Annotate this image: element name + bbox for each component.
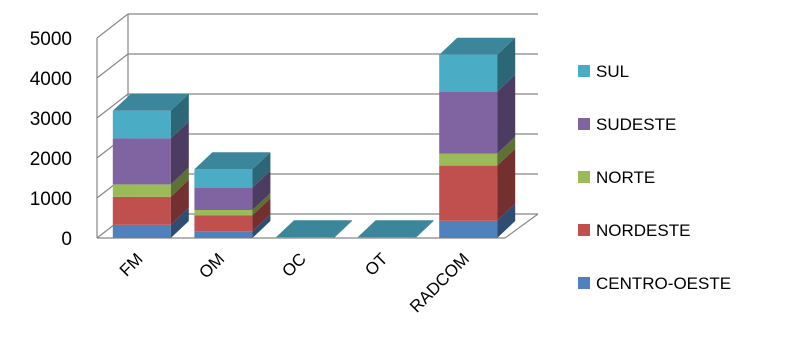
bar-om-sul-top bbox=[194, 152, 271, 170]
legend-label: SUDESTE bbox=[596, 115, 676, 134]
x-axis: FM OM OC OT RADCOM bbox=[116, 249, 473, 316]
bar-om-nordeste bbox=[194, 215, 253, 232]
legend-swatch bbox=[578, 171, 590, 183]
legend-label: NORTE bbox=[596, 168, 655, 187]
gridline-depth bbox=[96, 53, 129, 79]
y-tick-label: 4000 bbox=[30, 69, 72, 90]
bar-fm-sul bbox=[112, 110, 171, 139]
y-tick-label: 2000 bbox=[30, 149, 72, 170]
y-tick-label: 1000 bbox=[30, 189, 72, 210]
bar-fm-nordeste-side bbox=[170, 179, 189, 225]
bar-om-sudeste-side bbox=[252, 170, 271, 210]
bar-om-centro-oeste-side bbox=[252, 214, 271, 238]
bar-om-sul bbox=[194, 169, 253, 188]
floor-right-edge bbox=[504, 213, 539, 239]
legend-swatch bbox=[578, 277, 590, 289]
bar-fm-nordeste bbox=[112, 196, 171, 225]
bar-om-nordeste-side bbox=[252, 198, 271, 232]
bar-radcom-sul-top bbox=[439, 37, 516, 55]
bar-fm-norte bbox=[112, 184, 171, 197]
bar-fm-centro-oeste bbox=[112, 224, 171, 238]
bar-om-norte-side bbox=[252, 193, 271, 216]
bar-radcom-norte-side bbox=[497, 136, 516, 166]
bar-om-sudeste bbox=[194, 187, 253, 210]
legend-swatch bbox=[578, 65, 590, 77]
bar-fm-sul-top bbox=[112, 93, 189, 111]
bar-radcom-sul bbox=[439, 54, 498, 92]
bar-om-centro-oeste bbox=[194, 231, 253, 238]
gridline-depth bbox=[96, 13, 129, 39]
y-tick-label: 0 bbox=[61, 229, 72, 250]
bar-radcom-norte bbox=[439, 153, 498, 166]
x-tick-label: FM bbox=[116, 249, 147, 280]
bar-fm-sudeste bbox=[112, 138, 171, 185]
legend-label: SUL bbox=[596, 62, 629, 81]
legend-label: CENTRO-OESTE bbox=[596, 274, 731, 293]
legend: SUL SUDESTE NORTE NORDESTE CENTRO-OESTE bbox=[578, 62, 731, 293]
bar-ot-sul bbox=[357, 237, 416, 238]
bar-ot-sul-side bbox=[415, 220, 434, 238]
bar-stack-ot bbox=[357, 220, 434, 238]
bar-oc-sul-side bbox=[334, 220, 352, 238]
bar-stack-om bbox=[194, 152, 271, 238]
bar-radcom-centro-oeste-side bbox=[497, 203, 516, 238]
y-tick-label: 5000 bbox=[30, 29, 72, 50]
bar-oc-sul-top bbox=[276, 220, 352, 238]
bar-fm-sudeste-side bbox=[170, 121, 189, 185]
bar-radcom-sudeste-side bbox=[497, 74, 516, 154]
bar-radcom-nordeste-side bbox=[497, 148, 516, 221]
bar-radcom-centro-oeste bbox=[439, 220, 498, 238]
bar-stack-oc bbox=[276, 220, 352, 238]
gridline-depth bbox=[96, 93, 129, 119]
bar-radcom-sudeste bbox=[439, 91, 498, 154]
bar-fm-centro-oeste-side bbox=[170, 207, 189, 238]
legend-label: NORDESTE bbox=[596, 221, 690, 240]
x-tick-label: OT bbox=[361, 249, 391, 279]
x-tick-label: OC bbox=[278, 249, 309, 280]
bar-stack-fm bbox=[112, 93, 189, 238]
bars bbox=[112, 37, 516, 238]
bar-radcom-nordeste bbox=[439, 165, 498, 221]
x-tick-label: OM bbox=[195, 249, 228, 282]
bar-ot-sul-top bbox=[357, 220, 434, 238]
legend-swatch bbox=[578, 224, 590, 236]
bar-stack-radcom bbox=[439, 37, 516, 238]
y-axis: 0 1000 2000 3000 4000 5000 bbox=[30, 29, 72, 250]
bar-om-sul-side bbox=[252, 152, 271, 188]
bar-oc-sul bbox=[276, 237, 334, 238]
bar-om-norte bbox=[194, 210, 253, 216]
bar-fm-norte-side bbox=[170, 167, 189, 197]
bar-fm-sul-side bbox=[170, 93, 189, 139]
bar-radcom-sul-side bbox=[497, 37, 516, 92]
legend-swatch bbox=[578, 118, 590, 130]
x-tick-label: RADCOM bbox=[406, 249, 473, 316]
y-tick-label: 3000 bbox=[30, 109, 72, 130]
